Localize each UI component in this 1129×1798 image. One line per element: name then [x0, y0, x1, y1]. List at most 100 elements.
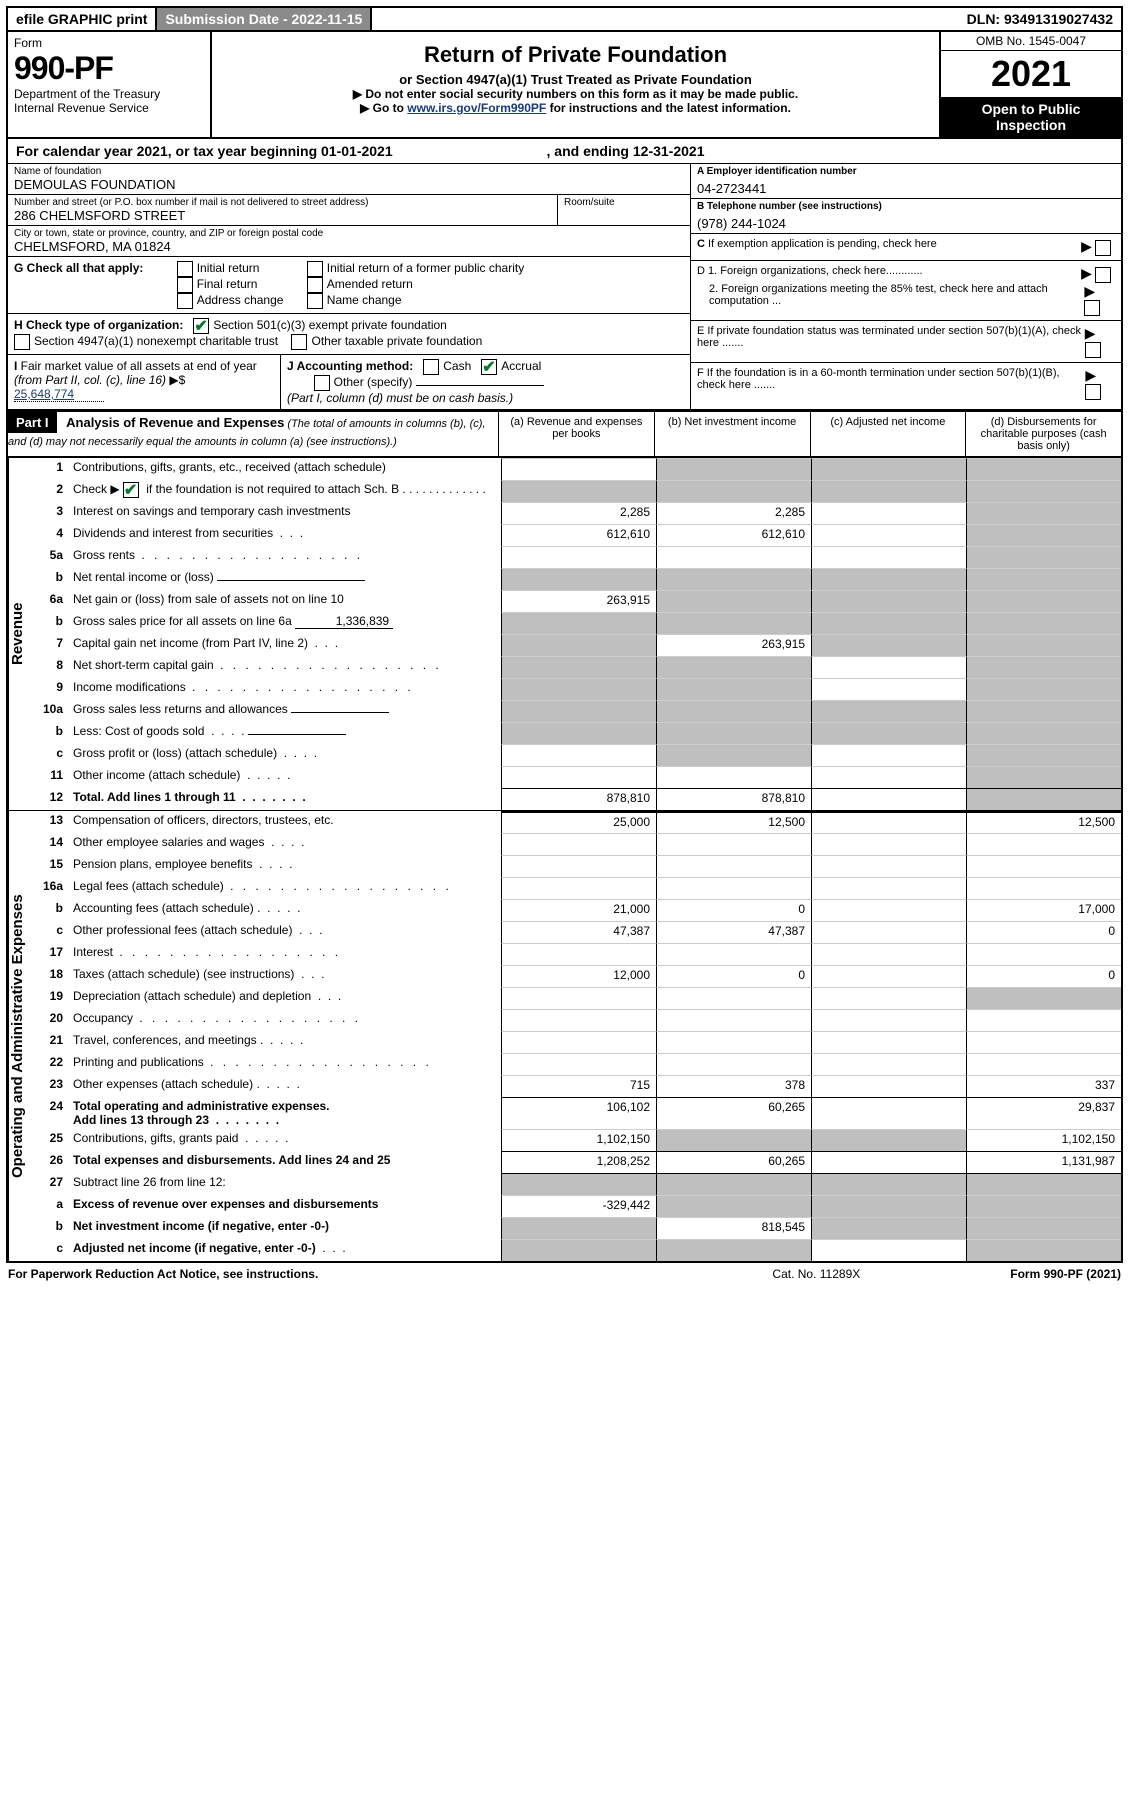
efile-label: efile GRAPHIC print: [8, 8, 157, 30]
opt-former: Initial return of a former public charit…: [327, 261, 524, 275]
desc-12: Total. Add lines 1 through 11 . . . . . …: [69, 788, 501, 810]
opt-name-change: Name change: [327, 293, 402, 307]
desc-6a: Net gain or (loss) from sale of assets n…: [69, 590, 501, 612]
expenses-table: Operating and Administrative Expenses 13…: [6, 811, 1123, 1263]
cb-initial-former[interactable]: [307, 261, 323, 277]
desc-7: Capital gain net income (from Part IV, l…: [69, 634, 501, 656]
cb-final-return[interactable]: [177, 277, 193, 293]
irs-link[interactable]: www.irs.gov/Form990PF: [407, 101, 546, 115]
ln-27a: a: [31, 1195, 69, 1217]
h-label: H Check type of organization:: [14, 318, 183, 332]
cb-cash[interactable]: [423, 359, 439, 375]
opt-amended: Amended return: [327, 277, 413, 291]
desc-27a: Excess of revenue over expenses and disb…: [69, 1195, 501, 1217]
i-label: I Fair market value of all assets at end…: [14, 359, 257, 387]
ln-9: 9: [31, 678, 69, 700]
part1-header: Part I Analysis of Revenue and Expenses …: [6, 411, 1123, 458]
j-label: J Accounting method:: [287, 359, 413, 373]
cb-f[interactable]: [1085, 384, 1101, 400]
col-d-head: (d) Disbursements for charitable purpose…: [965, 412, 1121, 456]
ln-25: 25: [31, 1129, 69, 1151]
r16c-d: 0: [966, 921, 1121, 943]
ln-12: 12: [31, 788, 69, 810]
j-cash: Cash: [443, 359, 471, 373]
form-subtitle: or Section 4947(a)(1) Trust Treated as P…: [218, 72, 933, 87]
cb-name-change[interactable]: [307, 293, 323, 309]
cb-501c3[interactable]: [193, 318, 209, 334]
h-opt2: Section 4947(a)(1) nonexempt charitable …: [34, 334, 278, 348]
ln-3: 3: [31, 502, 69, 524]
f-text: F If the foundation is in a 60-month ter…: [697, 367, 1085, 391]
desc-6b: Gross sales price for all assets on line…: [69, 612, 501, 634]
desc-21: Travel, conferences, and meetings . . . …: [69, 1031, 501, 1053]
r16c-a: 47,387: [501, 921, 656, 943]
street-label: Number and street (or P.O. box number if…: [14, 197, 551, 208]
cal-begin: 01-01-2021: [321, 143, 393, 159]
ln-14: 14: [31, 833, 69, 855]
ln-16b: b: [31, 899, 69, 921]
h-section: H Check type of organization: Section 50…: [8, 314, 690, 355]
j-note: (Part I, column (d) must be on cash basi…: [287, 391, 513, 405]
r26-a: 1,208,252: [501, 1151, 656, 1173]
desc-10b: Less: Cost of goods sold . . . .: [69, 722, 501, 744]
r3-a: 2,285: [501, 502, 656, 524]
cb-other-taxable[interactable]: [291, 334, 307, 350]
part-label: Part I: [8, 412, 57, 433]
ln-10c: c: [31, 744, 69, 766]
desc-24: Total operating and administrative expen…: [69, 1097, 501, 1129]
cb-d2[interactable]: [1084, 300, 1100, 316]
form-footer: Form 990-PF (2021): [1010, 1267, 1121, 1281]
desc-14: Other employee salaries and wages . . . …: [69, 833, 501, 855]
desc-8: Net short-term capital gain: [69, 656, 501, 678]
submission-date: Submission Date - 2022-11-15: [157, 8, 372, 30]
cb-accrual[interactable]: [481, 359, 497, 375]
info-section: Name of foundation DEMOULAS FOUNDATION N…: [6, 164, 1123, 411]
top-bar: efile GRAPHIC print Submission Date - 20…: [6, 6, 1123, 32]
ln-27b: b: [31, 1217, 69, 1239]
calendar-year-row: For calendar year 2021, or tax year begi…: [6, 139, 1123, 164]
ln-15: 15: [31, 855, 69, 877]
open-public-badge: Open to Public Inspection: [941, 97, 1121, 137]
foundation-name: DEMOULAS FOUNDATION: [14, 177, 684, 192]
r18-b: 0: [656, 965, 811, 987]
r16b-d: 17,000: [966, 899, 1121, 921]
r24-d: 29,837: [966, 1097, 1121, 1129]
city-label: City or town, state or province, country…: [14, 228, 684, 239]
desc-16b: Accounting fees (attach schedule) . . . …: [69, 899, 501, 921]
cb-e[interactable]: [1085, 342, 1101, 358]
r4-b: 612,610: [656, 524, 811, 546]
i-value[interactable]: 25,648,774: [14, 387, 104, 402]
cb-amended[interactable]: [307, 277, 323, 293]
dept-label: Department of the Treasury: [14, 87, 204, 101]
r16b-b: 0: [656, 899, 811, 921]
cb-4947[interactable]: [14, 334, 30, 350]
cb-c[interactable]: [1095, 240, 1111, 256]
tax-year: 2021: [941, 51, 1121, 97]
cb-initial-return[interactable]: [177, 261, 193, 277]
desc-13: Compensation of officers, directors, tru…: [69, 811, 501, 833]
revenue-label: Revenue: [8, 458, 31, 810]
ln-6b: b: [31, 612, 69, 634]
r13-a: 25,000: [501, 811, 656, 833]
desc-15: Pension plans, employee benefits . . . .: [69, 855, 501, 877]
note-link: ▶ Go to www.irs.gov/Form990PF for instru…: [218, 101, 933, 115]
desc-27c: Adjusted net income (if negative, enter …: [69, 1239, 501, 1261]
r23-b: 378: [656, 1075, 811, 1097]
ln-1: 1: [31, 458, 69, 480]
revenue-table: Revenue 1Contributions, gifts, grants, e…: [6, 458, 1123, 811]
d1-text: D 1. Foreign organizations, check here..…: [697, 265, 923, 283]
form-header: Form 990-PF Department of the Treasury I…: [6, 32, 1123, 139]
cb-schb[interactable]: [123, 482, 139, 498]
ln-8: 8: [31, 656, 69, 678]
cb-address-change[interactable]: [177, 293, 193, 309]
r25-d: 1,102,150: [966, 1129, 1121, 1151]
r23-a: 715: [501, 1075, 656, 1097]
desc-26: Total expenses and disbursements. Add li…: [69, 1151, 501, 1173]
cb-d1[interactable]: [1095, 267, 1111, 283]
note2-pre: ▶ Go to: [360, 101, 407, 115]
r13-b: 12,500: [656, 811, 811, 833]
cb-other-method[interactable]: [314, 375, 330, 391]
ln-2: 2: [31, 480, 69, 502]
form-number: 990-PF: [14, 50, 204, 87]
r12-b: 878,810: [656, 788, 811, 810]
